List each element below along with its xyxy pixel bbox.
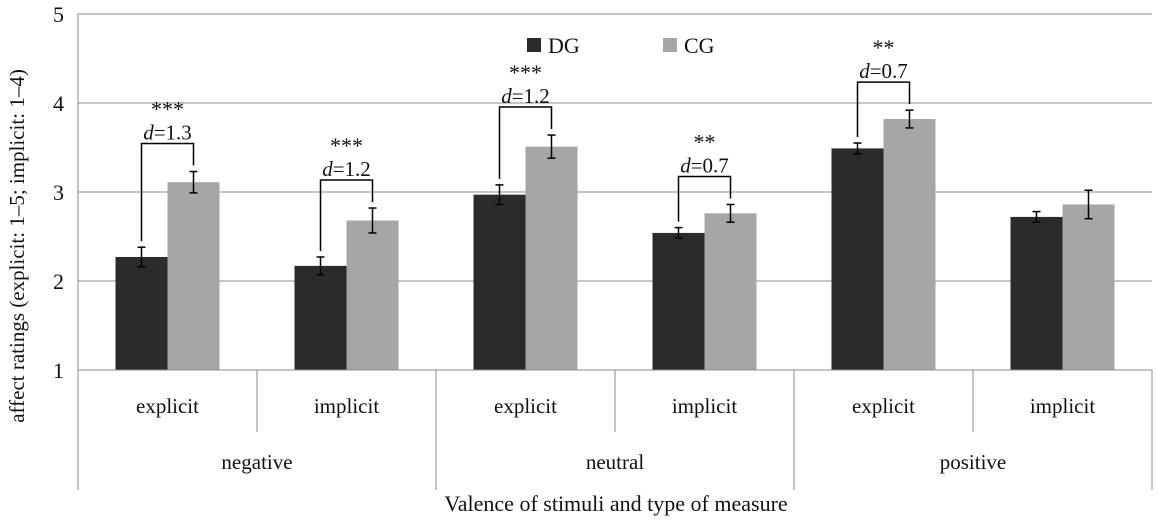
bar-dg [652,232,705,370]
effect-size-label: d=0.7 [859,59,908,83]
x-tick-label: implicit [672,394,737,418]
legend: DG CG [527,33,715,58]
effect-size-label: d=1.2 [501,84,550,108]
significance-stars: ** [873,35,895,60]
bar-cg [525,146,578,370]
significance-bracket [677,175,732,222]
effect-size-label: d=0.7 [680,153,729,177]
effect-size-value: =0.7 [870,59,908,83]
significance-bracket [498,106,553,179]
significance-annotations: ***d=1.3***d=1.2***d=1.2**d=0.7**d=0.7 [140,35,911,251]
x-tick-label: implicit [314,394,379,418]
legend-label-dg: DG [548,33,580,58]
effect-size-value: =0.7 [691,153,729,177]
significance-stars: *** [330,133,363,158]
x-tick-label: implicit [1030,394,1095,418]
effect-size-symbol: d [859,59,870,83]
y-tick-label: 4 [53,91,64,116]
effect-size-symbol: d [143,121,154,145]
y-tick-label: 3 [53,180,64,205]
x-axis-label: Valence of stimuli and type of measure [444,491,787,516]
effect-size-symbol: d [322,157,333,181]
bar-cg [883,119,936,371]
group-label: neutral [586,450,644,474]
bar-cg [167,182,220,370]
bar-dg [473,194,526,370]
significance-bracket [856,81,911,138]
significance-bracket [140,142,195,242]
bar-dg [1010,216,1063,370]
x-tick-label: explicit [494,394,557,418]
error-bars [137,109,1093,276]
effect-size-value: =1.3 [154,121,192,145]
y-tick-label: 2 [53,269,64,294]
effect-size-symbol: d [501,84,512,108]
bar-cg [704,213,757,370]
bars [115,119,1115,371]
legend-swatch-cg [663,38,677,52]
axes: 1 2 3 4 5 explicit implicit explicit implicit exp… [53,2,1153,490]
y-tick-label: 5 [53,2,64,27]
significance-stars: *** [151,97,184,122]
bar-dg [831,148,884,370]
effect-size-label: d=1.3 [143,121,192,145]
y-tick-label: 1 [53,358,64,383]
x-tick-label: explicit [852,394,915,418]
significance-bracket [319,179,374,251]
bar-cg [346,220,399,370]
effect-size-label: d=1.2 [322,157,371,181]
effect-size-value: =1.2 [512,84,550,108]
gridlines [78,13,1152,282]
legend-swatch-dg [527,38,541,52]
bar-dg [294,265,347,370]
effect-size-value: =1.2 [333,157,371,181]
legend-label-cg: CG [684,33,715,58]
x-tick-label: explicit [136,394,199,418]
significance-stars: ** [694,129,716,154]
bar-dg [115,256,168,370]
group-label: positive [940,450,1007,474]
y-axis-label: affect ratings (explicit: 1–5; implicit:… [5,69,29,423]
effect-size-symbol: d [680,153,691,177]
significance-stars: *** [509,60,542,85]
bar-cg [1062,204,1115,370]
group-label: negative [221,450,292,474]
